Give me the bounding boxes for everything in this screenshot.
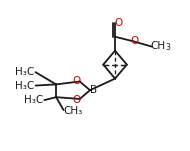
Text: B: B [90,85,97,95]
Text: CH₃: CH₃ [63,106,83,116]
Text: H₃C: H₃C [15,67,34,77]
Text: 3: 3 [166,43,171,52]
Text: O: O [115,18,123,28]
Text: H₃C: H₃C [15,80,34,91]
Text: H₃C: H₃C [24,95,43,105]
Text: O: O [72,95,80,104]
Text: CH: CH [150,41,165,51]
Text: O: O [130,36,138,46]
Text: O: O [72,76,80,86]
